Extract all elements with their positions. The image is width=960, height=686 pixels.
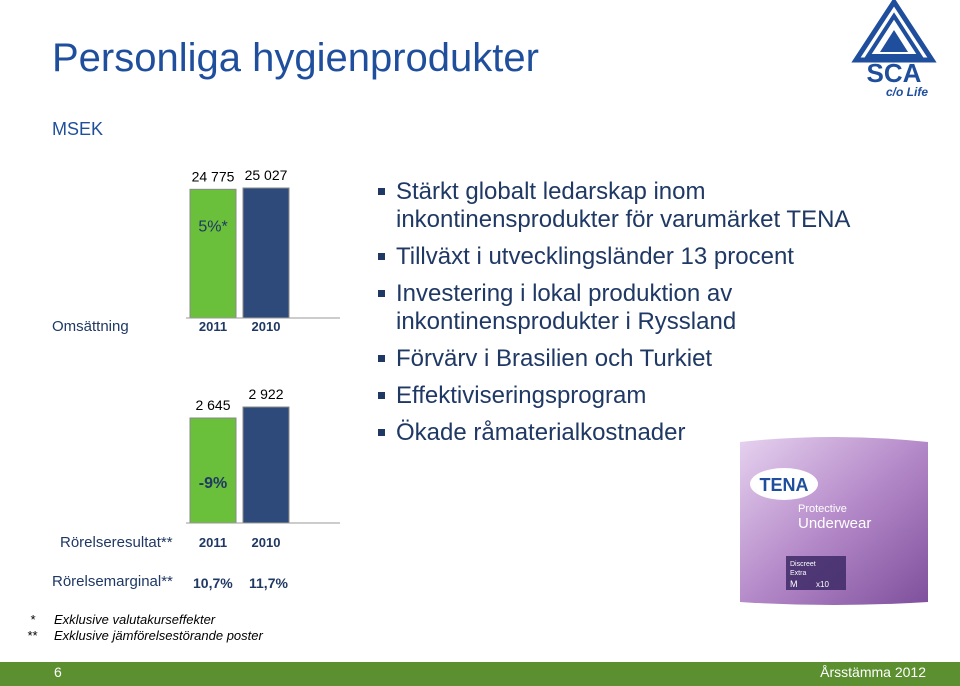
- sca-triangle-logo-icon: SCA c/o Life: [851, 0, 937, 99]
- page-title: Personliga hygienprodukter: [52, 36, 539, 80]
- product-size: M: [790, 579, 798, 589]
- category-label: 2011: [199, 535, 227, 550]
- bar-value-label: 25 027: [245, 167, 288, 183]
- category-label: 2011: [199, 319, 227, 334]
- bullet-item: Investering i lokal produktion av inkont…: [378, 280, 796, 336]
- bar-value-label: 24 775: [192, 168, 235, 184]
- tena-product-image: TENA Protective Underwear Discreet Extra…: [740, 437, 928, 605]
- bar-charts: 24 775 2011 25 027 2010 5%* Omsättning 2 645 20…: [52, 167, 340, 551]
- bullet-item: Ökade råmaterialkostnader: [378, 419, 918, 447]
- footnote-text: Exklusive jämförelsestörande poster: [54, 628, 263, 643]
- product-line2: Underwear: [798, 515, 871, 532]
- margin-value-2011: 10,7%: [193, 575, 233, 591]
- logo-tagline: c/o Life: [886, 85, 928, 99]
- bullet-list: Stärkt globalt ledarskap inom inkontinen…: [378, 178, 918, 456]
- margin-label: Rörelsemarginal**: [52, 573, 173, 590]
- bar-2011: [189, 417, 237, 524]
- bullet-item: Effektiviseringsprogram: [378, 382, 918, 410]
- product-line1: Protective: [798, 503, 847, 515]
- bar-value-label: 2 645: [195, 397, 230, 413]
- footnote-mark: *: [30, 612, 36, 627]
- chart-axis-label: Rörelseresultat**: [60, 534, 173, 551]
- bar-change-label: -9%: [199, 475, 227, 492]
- footnote-mark: **: [27, 628, 38, 643]
- page-number: 6: [54, 664, 62, 680]
- product-variant: Discreet: [790, 561, 816, 568]
- bullet-item: Förvärv i Brasilien och Turkiet: [378, 345, 918, 373]
- product-variant2: Extra: [790, 570, 806, 577]
- bar-2010: [242, 187, 290, 319]
- bar-change-label: 5%*: [198, 218, 227, 235]
- unit-label: MSEK: [52, 119, 104, 139]
- margin-value-2010: 11,7%: [249, 575, 288, 591]
- footer-bar: [0, 662, 960, 686]
- bar-2010: [242, 406, 290, 524]
- product-count: x10: [816, 580, 829, 589]
- category-label: 2010: [252, 535, 281, 550]
- logo-text: SCA: [867, 58, 922, 88]
- bar-2011: [189, 188, 237, 319]
- product-brand: TENA: [760, 475, 809, 495]
- footnote-text: Exklusive valutakurseffekter: [54, 612, 216, 627]
- footer-text: Årsstämma 2012: [820, 664, 926, 680]
- bullet-item: Tillväxt i utvecklingsländer 13 procent: [378, 243, 918, 271]
- bullet-item: Stärkt globalt ledarskap inom inkontinen…: [378, 178, 916, 234]
- chart-axis-label: Omsättning: [52, 318, 129, 335]
- bar-value-label: 2 922: [248, 386, 283, 402]
- category-label: 2010: [252, 319, 281, 334]
